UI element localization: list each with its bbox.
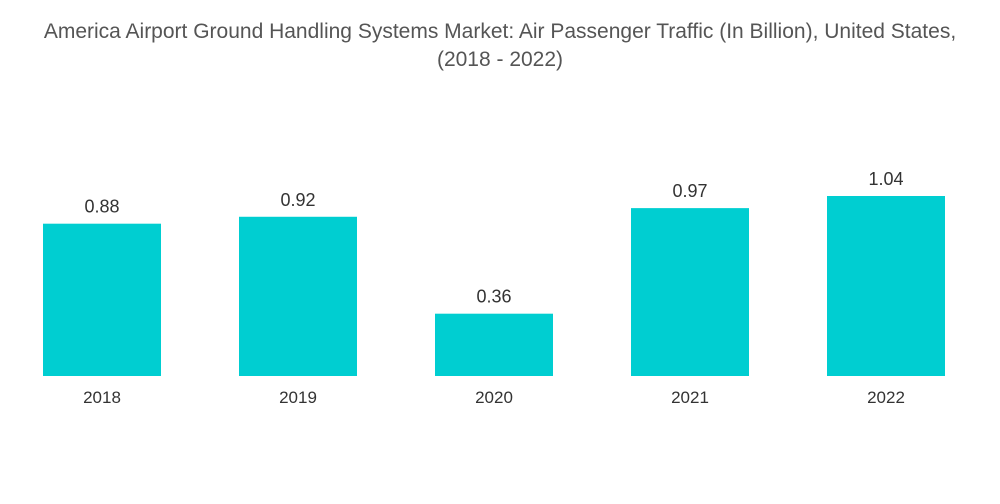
data-label-2022: 1.04: [868, 169, 903, 189]
bar-2018: [43, 223, 161, 376]
x-tick-label-2021: 2021: [671, 388, 709, 407]
data-label-2021: 0.97: [672, 181, 707, 201]
bar-2020: [435, 313, 553, 376]
data-label-2019: 0.92: [280, 190, 315, 210]
chart-title: America Airport Ground Handling Systems …: [43, 20, 957, 71]
x-tick-label-2022: 2022: [867, 388, 905, 407]
data-label-2020: 0.36: [476, 287, 511, 307]
x-tick-label-2019: 2019: [279, 388, 317, 407]
x-tick-label-2018: 2018: [83, 388, 121, 407]
bar-2021: [631, 208, 749, 376]
data-label-2018: 0.88: [84, 197, 119, 217]
bar-2019: [239, 216, 357, 376]
x-tick-label-2020: 2020: [475, 388, 513, 407]
bar-2022: [827, 196, 945, 376]
